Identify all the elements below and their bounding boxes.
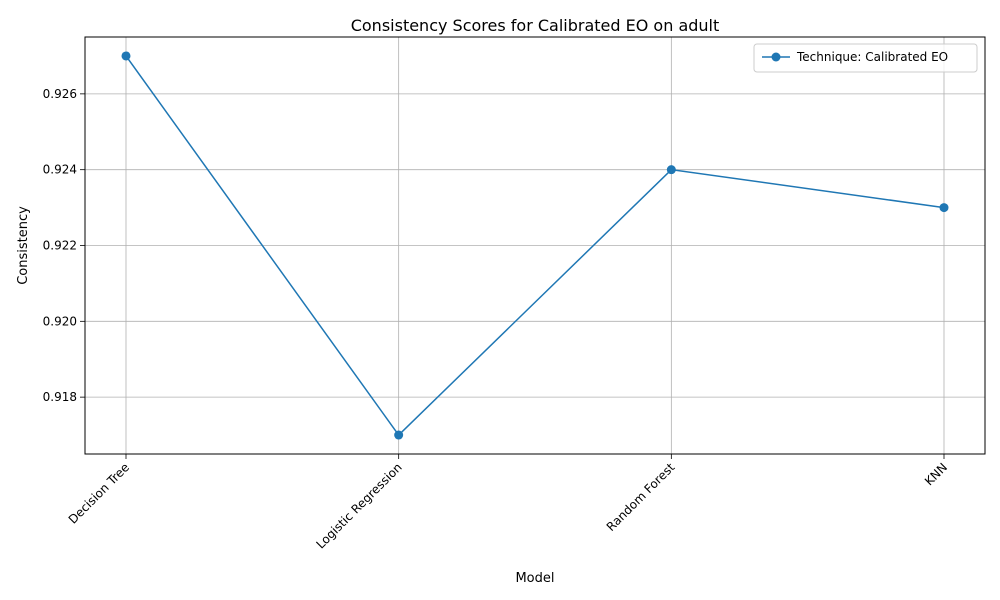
y-tick-label: 0.920	[43, 314, 77, 328]
y-tick-label: 0.918	[43, 390, 77, 404]
data-point	[666, 165, 676, 175]
data-point	[121, 51, 131, 61]
legend: Technique: Calibrated EO	[753, 43, 978, 73]
y-tick-label: 0.922	[43, 239, 77, 253]
y-tick-label: 0.926	[43, 87, 77, 101]
data-point	[939, 203, 949, 213]
legend-entry-label: Technique: Calibrated EO	[796, 50, 948, 64]
y-axis-label: Consistency	[16, 206, 31, 285]
y-tick-label: 0.924	[43, 163, 77, 177]
legend-point-marker	[771, 52, 781, 62]
grid	[85, 37, 985, 454]
y-axis: 0.918 0.920 0.922 0.924 0.926	[43, 87, 85, 404]
chart-title: Consistency Scores for Calibrated EO on …	[351, 16, 720, 35]
data-point	[394, 430, 404, 440]
x-axis-label: Model	[515, 571, 554, 586]
series-layer	[121, 51, 949, 440]
legend-box	[753, 43, 978, 73]
series-line	[125, 55, 945, 437]
